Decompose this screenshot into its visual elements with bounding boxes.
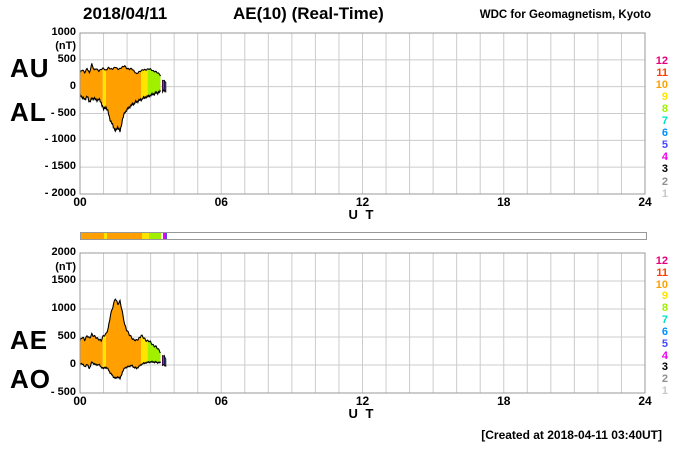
station-bar-segment-8 [148, 233, 162, 239]
au-curve [79, 63, 161, 77]
legend-station-count-5: 5 [661, 337, 668, 350]
panel-frame [79, 252, 646, 394]
plot-title: AE(10) (Real-Time) [233, 4, 384, 23]
label-au: AU [10, 53, 50, 83]
created-timestamp: [Created at 2018-04-11 03:40UT] [481, 428, 662, 442]
ut-label-top: U T [348, 207, 376, 222]
plot-date: 2018/04/11 [83, 4, 168, 23]
xtick-label: 24 [638, 394, 652, 408]
legend-station-count-11: 11 [656, 67, 668, 80]
station-bar-segment-10 [81, 233, 104, 239]
ytick-label: - 500 [50, 106, 76, 119]
index-band-au-al [147, 68, 161, 98]
index-band-ae-ao [102, 333, 106, 369]
index-band-ae-ao [80, 333, 103, 369]
label-al: AL [10, 97, 47, 127]
legend-station-count-3: 3 [661, 163, 668, 176]
index-band-au-al [105, 65, 142, 133]
station-availability-bar [80, 232, 647, 240]
ae-curve [79, 298, 161, 354]
ytick-label: 500 [57, 330, 76, 342]
xtick-label: 12 [355, 195, 370, 209]
legend-station-count-7: 7 [661, 115, 668, 128]
index-band-ae-ao [163, 354, 167, 367]
label-ao: AO [10, 364, 51, 394]
xtick-label: 06 [214, 394, 228, 408]
ao-curve [79, 360, 161, 381]
legend-station-count-8: 8 [661, 103, 668, 116]
legend-station-count-4: 4 [661, 151, 668, 164]
station-bar-segment-9 [103, 233, 107, 239]
xtick-label: 12 [355, 394, 370, 408]
station-bar-segment-5 [165, 233, 167, 239]
index-band-au-al [102, 68, 106, 110]
ytick-label: 0 [69, 358, 76, 370]
legend-station-count-7: 7 [661, 314, 668, 327]
station-bar-segment-4 [163, 233, 166, 239]
ytick-label: - 1000 [44, 133, 76, 146]
ytick-label: - 2000 [44, 187, 76, 199]
xtick-label: 00 [73, 394, 87, 408]
legend-station-count-12: 12 [655, 55, 668, 67]
legend-station-count-1: 1 [661, 385, 668, 398]
unit-label-bottom: (nT) [55, 261, 76, 273]
ytick-label: 1000 [51, 26, 76, 38]
ut-label-bottom: U T [348, 406, 376, 421]
panel-frame [79, 32, 646, 195]
station-bar-segment-10 [106, 233, 143, 239]
plot-credit: WDC for Geomagnetism, Kyoto [479, 9, 651, 21]
legend-station-count-6: 6 [661, 127, 668, 140]
ytick-label: 1500 [51, 274, 76, 286]
ytick-label: 500 [57, 52, 76, 65]
xtick-label: 18 [497, 195, 511, 209]
xtick-label: 06 [214, 195, 228, 209]
xtick-label: 24 [638, 195, 652, 209]
legend-station-count-12: 12 [655, 255, 668, 267]
unit-label-top: (nT) [55, 40, 76, 52]
al-curve [79, 89, 161, 133]
station-bar-segment-9 [142, 233, 149, 239]
legend-station-count-10: 10 [655, 278, 668, 291]
index-band-ae-ao [141, 335, 148, 366]
ytick-label: 0 [69, 79, 76, 92]
index-band-au-al [80, 63, 103, 107]
legend-station-count-3: 3 [661, 361, 668, 374]
legend-station-count-9: 9 [661, 91, 668, 104]
legend-station-count-10: 10 [655, 79, 668, 92]
legend-station-count-9: 9 [661, 290, 668, 303]
legend-station-count-1: 1 [661, 187, 668, 200]
ytick-label: 2000 [51, 246, 76, 258]
legend-station-count-4: 4 [661, 349, 668, 362]
xtick-label: 18 [497, 394, 511, 408]
ytick-label: 1000 [51, 302, 76, 314]
legend-station-count-2: 2 [661, 175, 668, 188]
ytick-label: - 500 [50, 386, 76, 398]
index-band-au-al [163, 79, 167, 93]
legend-station-count-11: 11 [656, 266, 668, 279]
index-band-au-al [141, 68, 148, 101]
legend-station-count-2: 2 [661, 373, 668, 386]
index-band-ae-ao [105, 299, 142, 379]
xtick-label: 00 [73, 195, 87, 209]
label-ae: AE [10, 325, 49, 355]
legend-station-count-5: 5 [661, 139, 668, 152]
legend-station-count-6: 6 [661, 325, 668, 338]
legend-station-count-8: 8 [661, 302, 668, 315]
ytick-label: - 1500 [44, 160, 76, 173]
index-band-ae-ao [147, 340, 161, 364]
